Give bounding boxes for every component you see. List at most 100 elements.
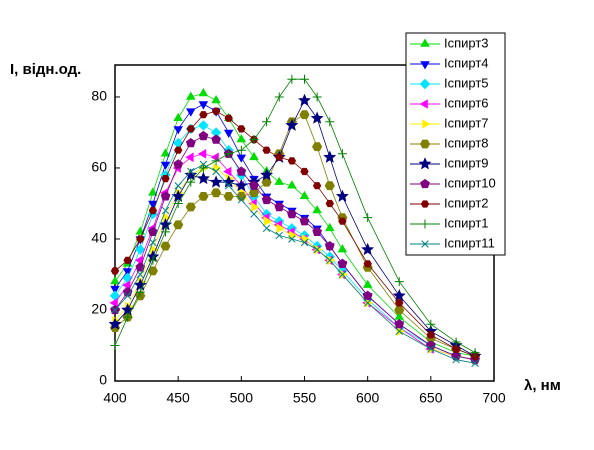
marker xyxy=(184,168,198,181)
marker xyxy=(361,242,375,256)
marker xyxy=(160,241,171,251)
marker xyxy=(160,161,171,170)
marker xyxy=(111,306,119,314)
marker xyxy=(426,331,435,339)
legend-item: Іспирт2 xyxy=(410,195,489,210)
x-tick-label: 450 xyxy=(166,390,190,406)
marker xyxy=(261,194,272,205)
series-line xyxy=(114,99,476,357)
marker xyxy=(122,280,131,290)
marker xyxy=(122,268,133,277)
marker xyxy=(420,61,430,70)
y-axis-label: I, відн.од. xyxy=(10,61,81,78)
legend-item: Іспирт11 xyxy=(410,235,495,250)
series-line xyxy=(114,163,476,364)
marker xyxy=(260,168,274,181)
marker xyxy=(426,319,436,329)
marker xyxy=(223,129,234,139)
marker xyxy=(323,150,337,163)
legend-label: Іспирт2 xyxy=(444,195,489,210)
legend-item: Іспирт5 xyxy=(410,75,489,90)
marker xyxy=(298,93,311,107)
marker xyxy=(173,159,183,169)
marker xyxy=(211,107,221,115)
legend-item: Іспирт3 xyxy=(410,35,489,50)
marker xyxy=(136,270,144,279)
marker xyxy=(451,345,461,353)
legend-item: Іспирт6 xyxy=(410,95,489,110)
marker xyxy=(185,202,196,212)
marker xyxy=(312,182,322,190)
legend-label: Іспирт10 xyxy=(444,175,496,190)
marker xyxy=(110,267,120,275)
marker xyxy=(149,238,157,247)
marker xyxy=(392,288,406,302)
legend-label: Іспирт8 xyxy=(444,135,489,150)
marker xyxy=(263,216,273,226)
marker xyxy=(362,279,373,288)
marker xyxy=(211,188,222,198)
marker xyxy=(325,117,335,127)
marker xyxy=(299,110,310,120)
marker xyxy=(110,285,120,295)
marker xyxy=(212,167,220,176)
marker xyxy=(186,108,196,117)
marker xyxy=(337,149,347,159)
y-tick-label: 0 xyxy=(99,372,107,388)
marker xyxy=(299,216,310,226)
marker xyxy=(198,87,209,97)
marker xyxy=(420,200,430,208)
marker xyxy=(185,152,194,163)
marker xyxy=(335,189,349,202)
marker xyxy=(300,238,309,247)
marker xyxy=(236,134,247,143)
marker xyxy=(135,244,146,255)
series-line xyxy=(114,78,476,353)
marker xyxy=(173,126,183,135)
marker xyxy=(161,227,171,237)
marker xyxy=(174,146,183,154)
marker xyxy=(161,206,170,215)
x-tick-label: 600 xyxy=(356,390,380,406)
legend-item: Іспирт10 xyxy=(410,175,496,190)
marker xyxy=(210,127,222,138)
marker xyxy=(123,312,133,322)
marker xyxy=(314,244,323,255)
marker xyxy=(173,220,184,230)
marker xyxy=(236,154,247,163)
marker xyxy=(362,290,373,300)
marker xyxy=(285,118,299,131)
marker xyxy=(313,245,321,254)
marker xyxy=(198,192,209,201)
marker xyxy=(198,130,209,141)
legend-item: Іспирт4 xyxy=(410,55,489,70)
marker xyxy=(275,231,283,240)
legend-item: Іспирт8 xyxy=(410,135,489,150)
marker xyxy=(395,327,403,336)
marker xyxy=(338,270,347,279)
marker xyxy=(122,272,133,284)
legend-label: Іспирт7 xyxy=(444,115,489,130)
marker xyxy=(339,269,348,280)
marker xyxy=(186,91,196,100)
marker xyxy=(420,178,430,189)
series-line xyxy=(114,92,476,357)
marker xyxy=(287,208,297,219)
marker xyxy=(135,287,145,297)
marker xyxy=(209,175,223,188)
marker xyxy=(211,134,221,144)
marker xyxy=(337,244,348,253)
x-tick-label: 550 xyxy=(293,390,317,406)
marker xyxy=(109,298,118,308)
marker xyxy=(148,226,158,236)
marker xyxy=(187,167,195,176)
marker xyxy=(161,175,170,183)
marker xyxy=(300,167,309,176)
marker xyxy=(109,290,121,302)
marker xyxy=(224,114,233,122)
legend-label: Іспирт6 xyxy=(444,95,489,110)
marker xyxy=(199,160,208,169)
y-tick-label: 40 xyxy=(91,230,107,246)
marker xyxy=(148,207,158,215)
marker xyxy=(186,177,196,187)
